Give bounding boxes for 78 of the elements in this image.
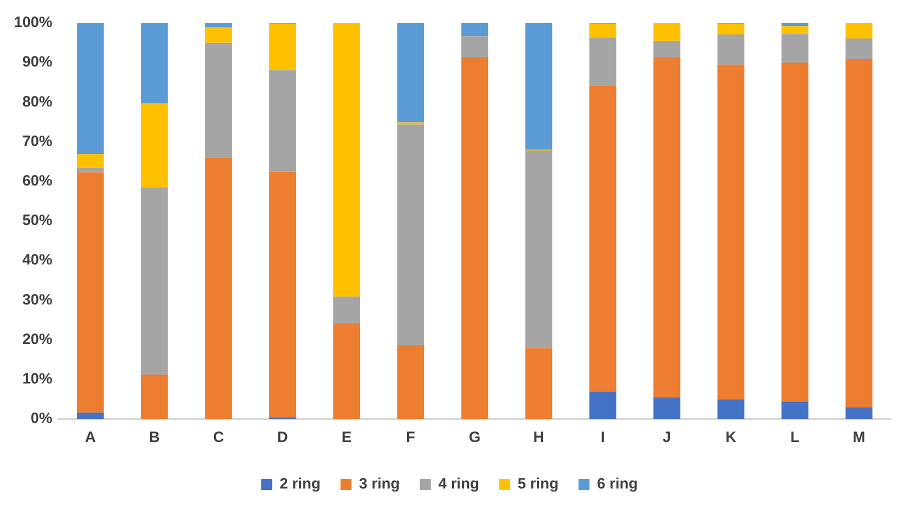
- bar: [269, 70, 296, 172]
- bar: [269, 24, 296, 70]
- bar: [589, 392, 616, 419]
- x-tick-label: D: [277, 429, 288, 446]
- legend-label: 2 ring: [280, 476, 320, 493]
- x-tick-label: I: [600, 429, 605, 446]
- bar: [589, 86, 616, 392]
- y-tick-label: 30%: [22, 291, 52, 308]
- bar: [76, 172, 104, 413]
- bar: [397, 23, 424, 122]
- y-tick-label: 0%: [30, 410, 52, 428]
- bar: [76, 412, 104, 419]
- y-tick-label: 10%: [22, 370, 52, 388]
- x-tick-label: A: [84, 429, 96, 446]
- bar: [269, 172, 296, 418]
- bar: [333, 296, 360, 324]
- bar: [589, 38, 616, 86]
- bar: [397, 344, 424, 419]
- x-tick-label: M: [852, 429, 866, 446]
- y-tick-label: 90%: [22, 54, 52, 71]
- legend-label: 4 ring: [438, 476, 480, 493]
- bar: [717, 399, 744, 419]
- bar: [781, 34, 808, 63]
- bar: [781, 402, 808, 419]
- bar: [461, 23, 488, 36]
- y-tick-label: 70%: [22, 132, 52, 150]
- bar: [140, 103, 168, 188]
- bar: [76, 154, 104, 168]
- x-tick-label: E: [342, 429, 352, 446]
- bar: [589, 24, 616, 38]
- bar: [140, 23, 168, 104]
- bar: [653, 57, 680, 398]
- bar: [76, 23, 104, 154]
- bar: [205, 158, 232, 419]
- x-tick-label: F: [406, 429, 416, 446]
- x-tick-label: H: [533, 429, 544, 446]
- y-tick-label: 20%: [22, 330, 52, 348]
- bar: [781, 26, 808, 34]
- x-tick-label: L: [790, 429, 800, 446]
- bar: [846, 38, 872, 60]
- legend-label: 6 ring: [597, 476, 638, 493]
- bar: [653, 40, 680, 58]
- bar: [333, 323, 360, 419]
- bar: [461, 57, 488, 419]
- bar: [653, 397, 680, 419]
- bar: [846, 59, 872, 408]
- bar: [205, 27, 232, 43]
- bar: [717, 34, 744, 65]
- bar: [525, 23, 552, 150]
- bar: [653, 23, 680, 41]
- legend-label: 5 ring: [518, 476, 559, 493]
- bar: [140, 374, 168, 419]
- bar: [525, 150, 552, 348]
- bar: [781, 62, 808, 402]
- y-tick-label: 50%: [22, 212, 52, 230]
- bar: [525, 348, 552, 419]
- bar: [717, 64, 744, 400]
- x-tick-label: B: [149, 429, 160, 446]
- y-tick-label: 80%: [22, 93, 52, 110]
- bar: [205, 23, 232, 28]
- x-tick-label: C: [213, 429, 224, 446]
- bar: [846, 23, 872, 38]
- bar: [333, 23, 360, 297]
- bar: [397, 124, 424, 345]
- y-tick-label: 40%: [22, 252, 52, 269]
- x-tick-label: K: [725, 429, 736, 446]
- y-tick-label: 60%: [22, 172, 52, 190]
- bar: [781, 23, 808, 26]
- bar: [205, 42, 232, 158]
- x-tick-label: G: [468, 429, 481, 446]
- bar: [846, 408, 872, 419]
- x-tick-label: J: [662, 429, 671, 446]
- bar: [461, 36, 488, 58]
- legend-label: 3 ring: [358, 476, 400, 493]
- bar: [717, 24, 744, 34]
- y-tick-label: 100%: [14, 14, 52, 32]
- bar: [76, 168, 104, 172]
- bar: [140, 187, 168, 375]
